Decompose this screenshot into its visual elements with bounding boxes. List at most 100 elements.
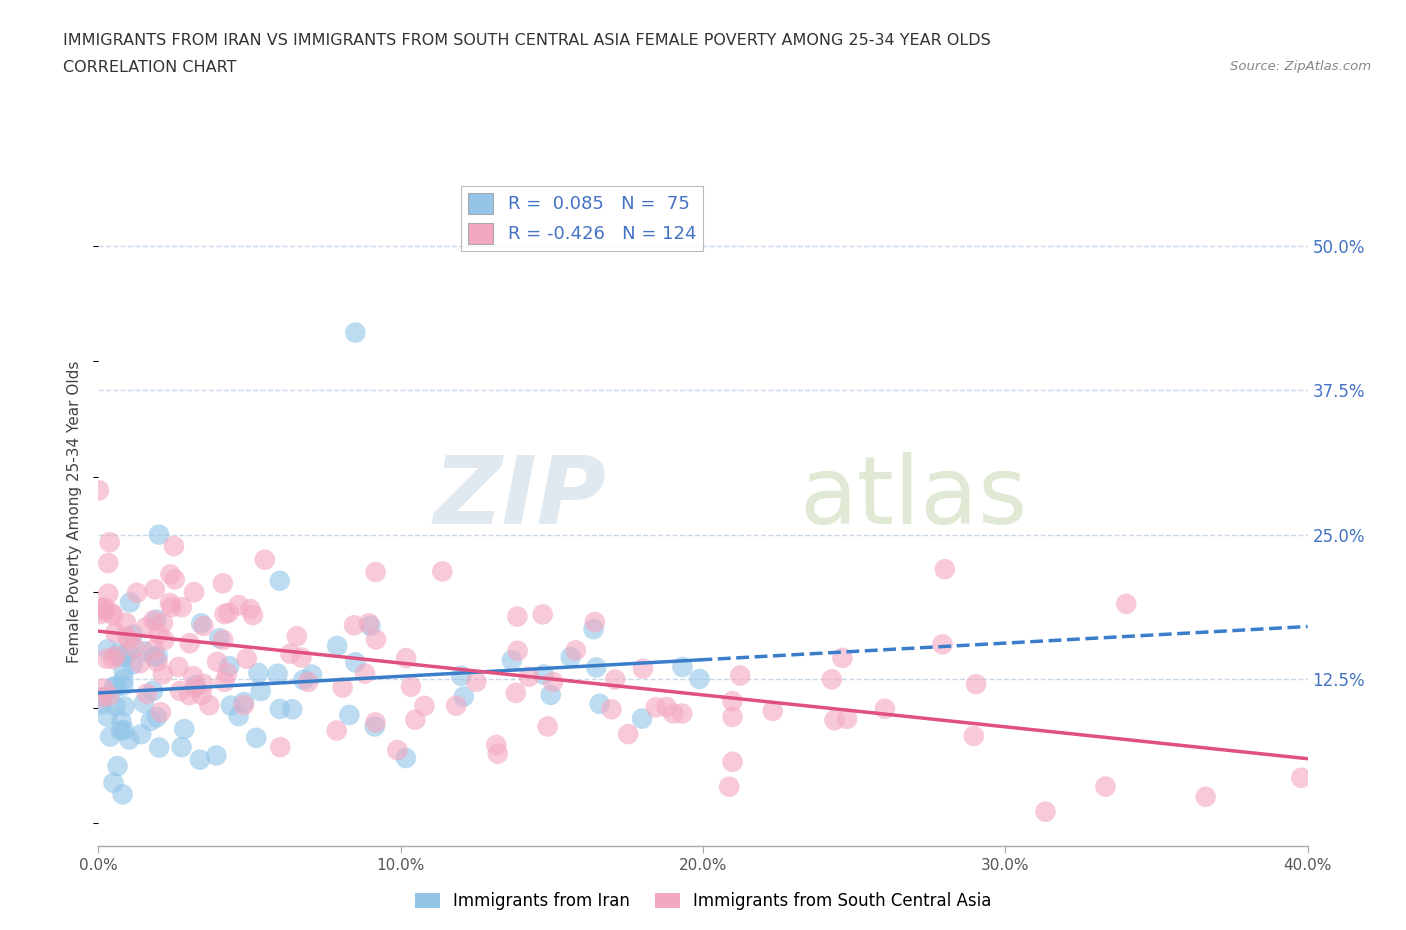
Point — [824, 712, 846, 727]
Point — [266, 666, 288, 681]
Point — [104, 698, 127, 713]
Point — [205, 748, 228, 763]
Point — [582, 621, 605, 636]
Point — [98, 535, 121, 550]
Point — [112, 671, 135, 686]
Point — [963, 728, 986, 743]
Point — [688, 671, 710, 686]
Point — [98, 729, 121, 744]
Point — [179, 636, 201, 651]
Point — [395, 651, 418, 666]
Point — [97, 586, 120, 601]
Point — [93, 681, 115, 696]
Point — [112, 663, 135, 678]
Point — [605, 672, 627, 687]
Point — [501, 653, 523, 668]
Text: ZIP: ZIP — [433, 452, 606, 544]
Point — [110, 723, 132, 737]
Point — [395, 751, 418, 765]
Point — [671, 659, 693, 674]
Point — [188, 752, 211, 767]
Point — [132, 696, 155, 711]
Point — [583, 615, 606, 630]
Point — [145, 612, 167, 627]
Point — [644, 700, 666, 715]
Point — [721, 694, 744, 709]
Point — [146, 648, 169, 663]
Point — [540, 687, 562, 702]
Point — [190, 616, 212, 631]
Point — [146, 655, 169, 670]
Point — [343, 618, 366, 632]
Point — [1035, 804, 1057, 819]
Point — [413, 698, 436, 713]
Text: Source: ZipAtlas.com: Source: ZipAtlas.com — [1230, 60, 1371, 73]
Point — [1291, 770, 1313, 785]
Point — [159, 595, 181, 610]
Point — [118, 632, 141, 647]
Point — [205, 655, 228, 670]
Point — [357, 616, 380, 631]
Point — [297, 674, 319, 689]
Point — [190, 687, 212, 702]
Point — [364, 719, 387, 734]
Point — [179, 687, 201, 702]
Point — [631, 711, 654, 726]
Point — [465, 674, 488, 689]
Point — [219, 698, 242, 713]
Point — [364, 715, 387, 730]
Point — [153, 632, 176, 647]
Point — [105, 680, 128, 695]
Point — [117, 630, 139, 644]
Point — [214, 606, 236, 621]
Text: IMMIGRANTS FROM IRAN VS IMMIGRANTS FROM SOUTH CENTRAL ASIA FEMALE POVERTY AMONG : IMMIGRANTS FROM IRAN VS IMMIGRANTS FROM … — [63, 33, 991, 47]
Point — [115, 616, 138, 631]
Point — [107, 759, 129, 774]
Point — [103, 776, 125, 790]
Point — [142, 643, 165, 658]
Text: atlas: atlas — [800, 452, 1028, 544]
Point — [506, 609, 529, 624]
Point — [124, 640, 146, 655]
Point — [90, 690, 112, 705]
Point — [450, 669, 472, 684]
Point — [129, 656, 152, 671]
Point — [152, 616, 174, 631]
Point — [344, 326, 367, 340]
Point — [143, 582, 166, 597]
Point — [1115, 596, 1137, 611]
Point — [589, 697, 612, 711]
Point — [662, 706, 685, 721]
Point — [432, 564, 454, 578]
Point — [100, 605, 122, 620]
Point — [873, 701, 896, 716]
Point — [292, 672, 315, 687]
Point — [87, 483, 110, 498]
Point — [218, 605, 240, 620]
Point — [103, 679, 125, 694]
Point — [181, 669, 204, 684]
Point — [214, 674, 236, 689]
Point — [531, 607, 554, 622]
Point — [537, 719, 560, 734]
Point — [96, 642, 118, 657]
Point — [245, 730, 267, 745]
Point — [104, 648, 127, 663]
Point — [235, 651, 257, 666]
Point — [931, 637, 953, 652]
Point — [721, 710, 744, 724]
Point — [762, 703, 785, 718]
Point — [655, 699, 678, 714]
Point — [118, 732, 141, 747]
Legend: R =  0.085   N =  75, R = -0.426   N = 124: R = 0.085 N = 75, R = -0.426 N = 124 — [461, 186, 703, 251]
Point — [332, 680, 354, 695]
Point — [285, 629, 308, 644]
Point — [121, 657, 143, 671]
Point — [617, 726, 640, 741]
Legend: Immigrants from Iran, Immigrants from South Central Asia: Immigrants from Iran, Immigrants from So… — [408, 885, 998, 917]
Point — [453, 689, 475, 704]
Point — [1094, 779, 1116, 794]
Point — [91, 697, 114, 711]
Point — [167, 659, 190, 674]
Point — [247, 666, 270, 681]
